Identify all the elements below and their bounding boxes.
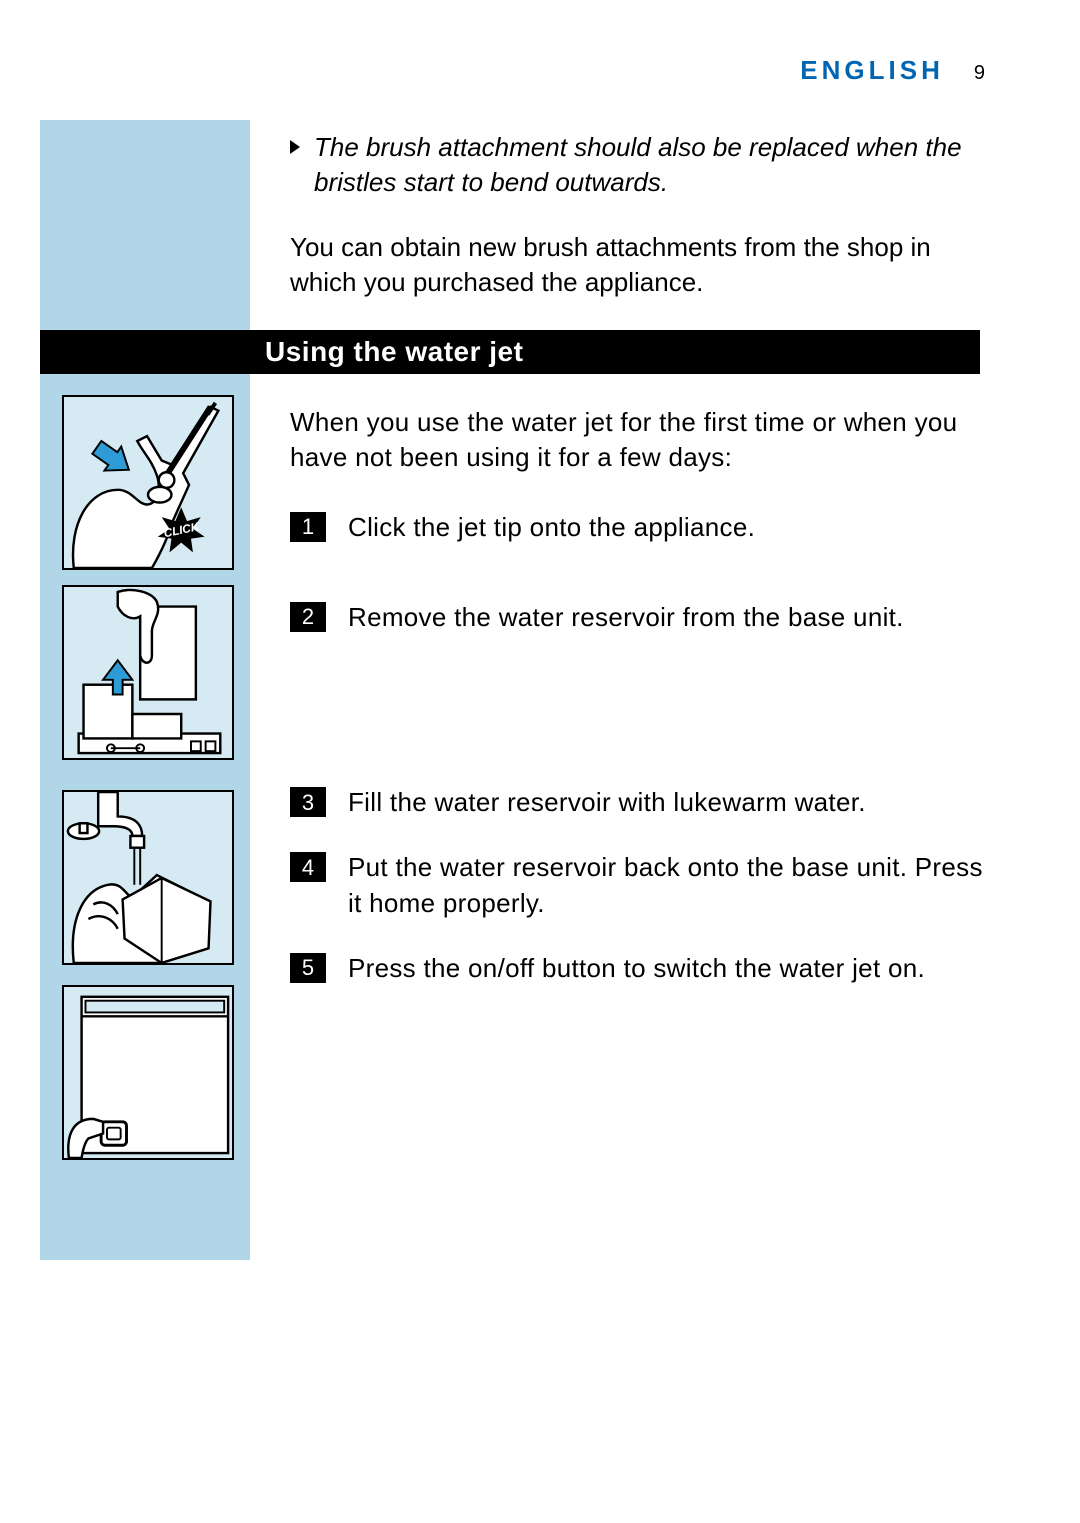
language-label: ENGLISH [800,55,944,86]
step-text: Click the jet tip onto the appliance. [348,510,990,545]
step-number: 2 [290,602,326,632]
bullet-text: The brush attachment should also be repl… [314,130,990,200]
illustration-step-5 [62,985,234,1160]
step-number: 4 [290,852,326,882]
step-number: 3 [290,787,326,817]
step-1: 1 Click the jet tip onto the appliance. [290,510,990,545]
step-number: 5 [290,953,326,983]
page-header: ENGLISH 9 [800,55,985,86]
step-number: 1 [290,512,326,542]
step-text: Fill the water reservoir with lukewarm w… [348,785,990,820]
page-number: 9 [974,62,985,85]
top-content: The brush attachment should also be repl… [290,130,990,330]
step-2: 2 Remove the water reservoir from the ba… [290,600,990,635]
step-5: 5 Press the on/off button to switch the … [290,951,990,986]
illustration-step-2 [62,585,234,760]
triangle-bullet-icon [290,140,300,154]
intro-paragraph: You can obtain new brush attachments fro… [290,230,990,300]
step-4: 4 Put the water reservoir back onto the … [290,850,990,920]
section-intro: When you use the water jet for the first… [290,405,990,475]
step-3: 3 Fill the water reservoir with lukewarm… [290,785,990,820]
illustration-step-1: CLICK [62,395,234,570]
main-content: When you use the water jet for the first… [290,405,990,1018]
step-text: Remove the water reservoir from the base… [348,600,990,635]
bullet-note: The brush attachment should also be repl… [290,130,990,200]
step-text: Put the water reservoir back onto the ba… [348,850,990,920]
step-text: Press the on/off button to switch the wa… [348,951,990,986]
section-heading: Using the water jet [40,330,980,374]
illustration-step-3 [62,790,234,965]
